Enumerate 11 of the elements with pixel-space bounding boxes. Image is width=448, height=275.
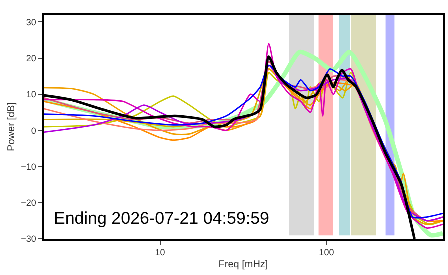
y-axis-title: Power [dB] [6, 102, 18, 152]
y-tick-label: −10 [21, 162, 36, 172]
y-tick-label: 30 [26, 17, 36, 28]
annotation: Ending 2026-07-21 04:59:59 [54, 209, 270, 228]
y-tick-label: 10 [26, 90, 36, 100]
y-tick-label: −30 [21, 234, 36, 244]
y-tick-label: 20 [26, 54, 36, 64]
x-tick-label: 100 [319, 248, 334, 258]
x-axis-title: Freq [mHz] [218, 260, 268, 271]
y-tick-label: 0 [31, 126, 36, 136]
y-tick-label: −20 [21, 198, 36, 208]
